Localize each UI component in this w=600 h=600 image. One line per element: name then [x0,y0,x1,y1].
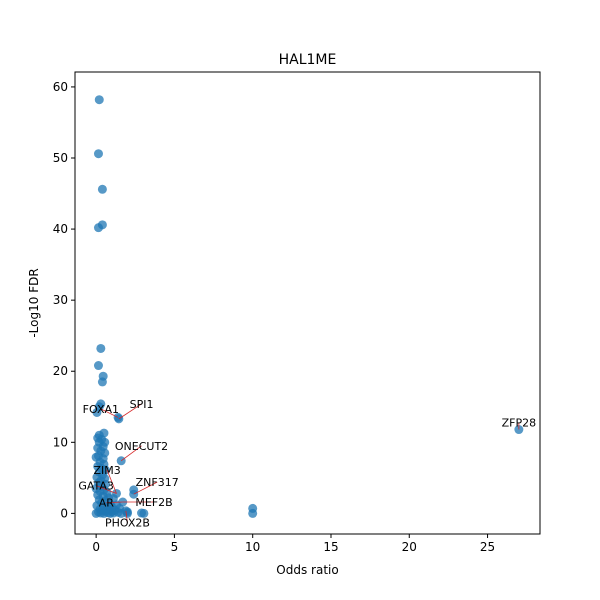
annotation-label: GATA3 [78,480,114,493]
data-point [93,223,103,233]
data-point [122,508,132,518]
x-tick-label: 25 [480,540,495,554]
annotation-label: SPI1 [130,398,154,411]
data-point [96,343,106,353]
annotation-label: AR [99,497,115,510]
annotation-label: MEF2B [135,496,172,509]
chart-title: HAL1ME [279,52,337,68]
y-tick-label: 10 [53,435,68,449]
data-point [94,95,104,105]
x-tick-label: 5 [171,540,179,554]
data-point [97,377,107,387]
data-point [248,508,258,518]
plot-frame [74,71,541,535]
y-tick-label: 40 [53,222,68,236]
annotation-label: FOXA1 [83,403,119,416]
annotation-connector [100,408,119,418]
data-point [91,508,101,518]
axes [71,71,541,538]
y-tick-label: 20 [53,364,68,378]
annotation-connector [118,403,142,420]
annotation-connector [106,469,117,494]
data-point [99,508,109,518]
x-tick-label: 0 [92,540,100,554]
data-point [93,149,103,159]
data-point [116,508,126,518]
x-tick-label: 10 [245,540,260,554]
data-point [139,508,149,518]
y-tick-label: 50 [53,151,68,165]
data-point [92,407,102,417]
x-axis-title: Odds ratio [276,563,338,577]
y-tick-label: 30 [53,293,68,307]
y-axis-title: -Log10 FDR [27,268,41,337]
data-point [97,184,107,194]
annotation-label: ZIM3 [93,464,120,477]
annotation-label: ZFP28 [502,416,537,429]
data-point [93,361,103,371]
data-points [91,95,524,518]
y-tick-label: 0 [60,506,68,520]
tick-labels: 0 5 10 15 20 25 0 10 20 30 40 50 60 [53,80,495,554]
annotations: SPI1 FOXA1 ZFP28 ONECUT2 ZIM3 ZNF317 GATA3 MEF2… [78,398,536,530]
annotation-connector [95,485,117,494]
y-tick-label: 60 [53,80,68,94]
annotation-connector [120,445,142,462]
annotation-connector [125,510,128,523]
annotation-label: ZNF317 [136,476,179,489]
data-point [105,508,115,518]
x-tick-label: 20 [402,540,417,554]
annotation-connector [106,501,123,504]
annotation-label: PHOX2B [105,517,150,530]
x-tick-label: 15 [323,540,338,554]
annotation-connector [133,481,158,495]
annotation-label: ONECUT2 [115,440,168,453]
